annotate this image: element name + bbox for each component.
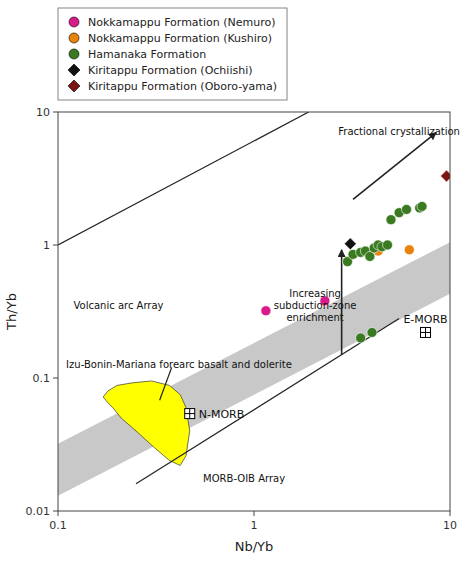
line — [136, 319, 399, 484]
reference-point — [185, 409, 195, 419]
axis-label: Nb/Yb — [235, 539, 274, 554]
line — [58, 112, 309, 245]
data-point — [367, 327, 377, 337]
line — [160, 367, 172, 400]
annotation: Volcanic arc Array — [74, 300, 164, 311]
reference-label: E-MORB — [403, 313, 447, 326]
tick-label: 0.01 — [26, 505, 51, 518]
plot-area — [58, 112, 450, 511]
legend-label: Kiritappu Formation (Oboro-yama) — [88, 80, 277, 93]
arrow — [353, 133, 436, 200]
region — [58, 242, 450, 496]
legend-frame — [58, 8, 287, 100]
legend-marker — [68, 80, 80, 92]
tick — [58, 511, 59, 516]
reference-label: N-MORB — [199, 408, 245, 421]
legend-marker — [69, 17, 79, 27]
tick — [53, 511, 58, 512]
legend-marker — [69, 49, 79, 59]
tick-label: 0.1 — [33, 372, 51, 385]
annotation: Increasingsubduction-zoneenrichment — [274, 288, 357, 323]
legend-marker — [68, 64, 80, 76]
tick-label: 1 — [251, 519, 258, 532]
legend: Nokkamappu Formation (Nemuro) Nokkamappu … — [58, 8, 287, 100]
data-point — [261, 306, 271, 316]
data-point — [404, 245, 414, 255]
annotation: MORB-OIB Array — [203, 473, 285, 484]
data-point — [356, 333, 366, 343]
data-point — [386, 215, 396, 225]
legend-label: Kiritappu Formation (Ochiishi) — [88, 64, 252, 77]
data-point — [417, 201, 427, 211]
data-point — [402, 204, 412, 214]
legend-marker — [69, 33, 79, 43]
region — [103, 381, 190, 465]
data-point — [344, 238, 356, 250]
tick — [53, 245, 58, 246]
plot-marks — [58, 112, 450, 496]
axis-label: Th/Yb — [4, 293, 19, 331]
tick-label: 10 — [443, 519, 457, 532]
tick — [450, 511, 451, 516]
annotation: Izu-Bonin-Mariana forearc basalt and dol… — [66, 359, 292, 370]
tick-label: 0.1 — [49, 519, 67, 532]
legend-label: Hamanaka Formation — [88, 48, 206, 61]
data-point — [441, 170, 450, 182]
chart: 0.11100.010.1110Nb/YbTh/YbN-MORBE-MORBFr… — [0, 0, 474, 563]
tick-label: 1 — [43, 239, 50, 252]
annotation: Fractional crystallization — [338, 126, 460, 137]
page: {"chart_data": { "type": "scatter", "x_l… — [0, 0, 474, 563]
legend-label: Nokkamappu Formation (Nemuro) — [88, 16, 275, 29]
legend-label: Nokkamappu Formation (Kushiro) — [88, 32, 272, 45]
tick — [53, 112, 58, 113]
tick — [254, 511, 255, 516]
plot-frame — [58, 112, 450, 511]
data-point — [383, 240, 393, 250]
reference-point — [421, 327, 431, 337]
tick-label: 10 — [36, 106, 50, 119]
tick — [53, 378, 58, 379]
